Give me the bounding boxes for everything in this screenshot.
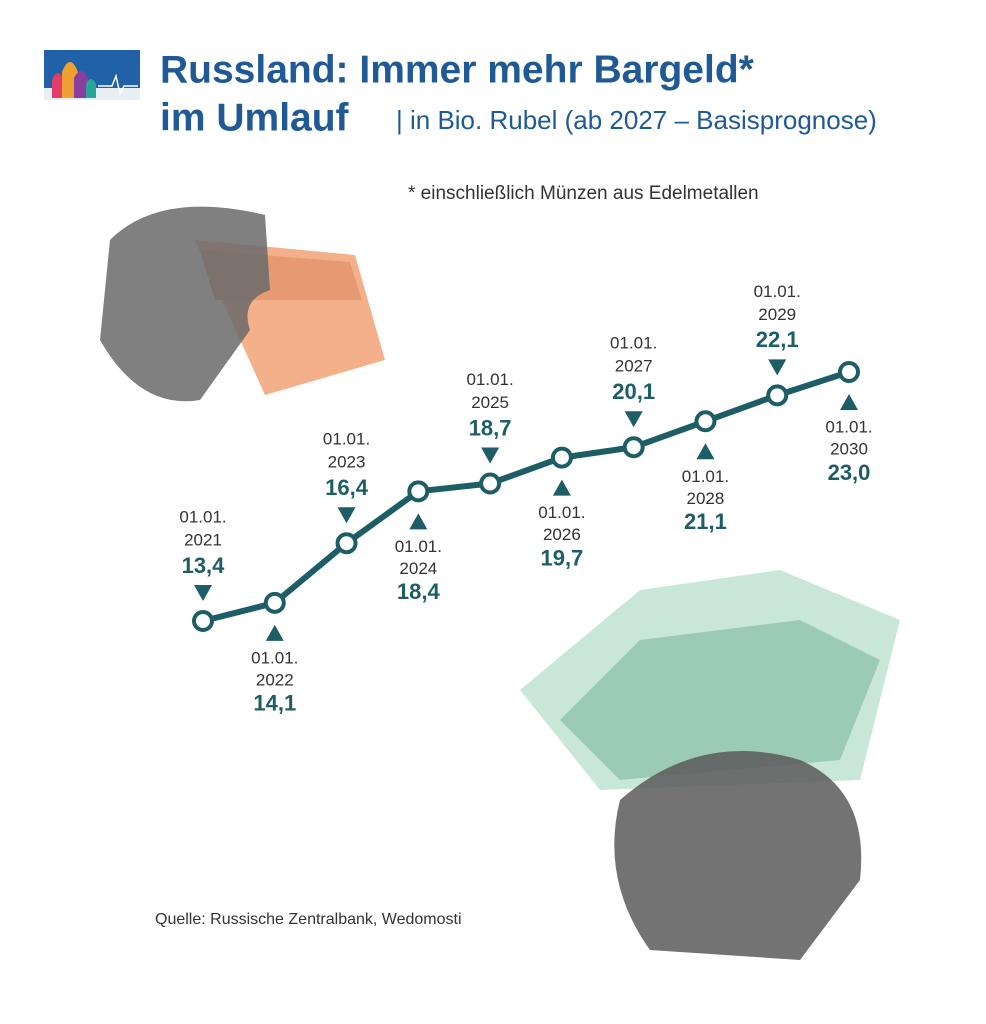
value-label: 19,7 (540, 545, 583, 570)
note: * einschließlich Münzen aus Edelmetallen (408, 183, 759, 204)
marker (838, 361, 860, 383)
x-tick-label: 2026 (543, 525, 581, 544)
x-tick-label: 01.01. (610, 334, 657, 353)
pointer (696, 443, 715, 460)
pointer (481, 447, 500, 464)
marker (407, 480, 430, 503)
x-tick-label: 2021 (184, 530, 222, 549)
value-label: 23,0 (828, 460, 871, 485)
pointer (840, 394, 858, 410)
marker (550, 446, 573, 469)
chart-title-line2: im Umlauf (160, 96, 350, 139)
marker (192, 610, 214, 632)
marker (263, 591, 286, 614)
x-tick-label: 2027 (615, 357, 653, 376)
pointer (337, 507, 356, 524)
value-label: 18,7 (469, 415, 512, 440)
x-tick-label: 2024 (399, 559, 437, 578)
marker (622, 436, 645, 459)
pointer (624, 411, 643, 428)
pointer (265, 624, 284, 641)
marker (766, 384, 789, 407)
x-tick-label: 01.01. (395, 537, 442, 556)
x-tick-label: 2028 (687, 489, 725, 508)
banknote-top-illustration (100, 206, 385, 402)
x-tick-label: 2030 (830, 439, 868, 458)
subtitle: | in Bio. Rubel (ab 2027 – Basisprognose… (396, 105, 877, 135)
pointer (409, 513, 428, 530)
value-label: 13,4 (182, 553, 226, 578)
value-label: 18,4 (397, 579, 441, 604)
x-tick-label: 01.01. (682, 467, 729, 486)
x-tick-label: 01.01. (825, 417, 872, 436)
marker (479, 472, 502, 495)
x-tick-label: 2025 (471, 393, 509, 412)
value-label: 16,4 (325, 475, 369, 500)
logo (44, 50, 140, 100)
pointer (552, 479, 571, 496)
line (202, 369, 850, 624)
x-tick-label: 01.01. (179, 507, 226, 526)
x-tick-label: 01.01. (538, 503, 585, 522)
marker (694, 410, 717, 433)
value-label: 20,1 (612, 379, 655, 404)
chart-title: Russland: Immer mehr Bargeld* (160, 48, 755, 91)
x-tick-label: 01.01. (323, 430, 370, 449)
pointer (194, 585, 212, 601)
x-tick-label: 2023 (328, 453, 366, 472)
marker (335, 532, 358, 555)
source: Quelle: Russische Zentralbank, Wedomosti (155, 911, 462, 928)
value-label: 21,1 (684, 509, 727, 534)
x-tick-label: 2029 (758, 305, 796, 324)
x-tick-label: 01.01. (251, 648, 298, 667)
x-tick-label: 01.01. (754, 282, 801, 301)
value-label: 22,1 (756, 327, 799, 352)
banknote-bottom-illustration (520, 570, 900, 960)
x-tick-label: 2022 (256, 670, 294, 689)
x-tick-label: 01.01. (466, 370, 513, 389)
value-label: 14,1 (253, 691, 296, 716)
pointer (768, 359, 787, 376)
